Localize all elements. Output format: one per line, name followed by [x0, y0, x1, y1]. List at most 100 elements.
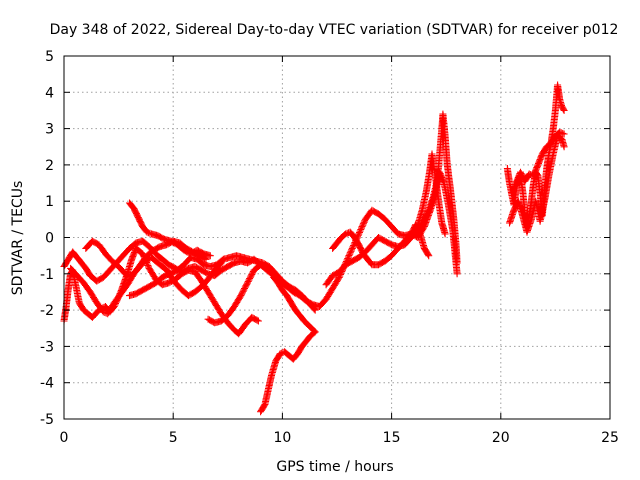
data-point — [444, 135, 446, 137]
series-arc-09 — [322, 110, 461, 289]
data-point — [519, 171, 522, 174]
data-point — [150, 256, 153, 259]
series-arc-10 — [329, 221, 433, 269]
data-point — [233, 262, 236, 264]
data-point — [449, 189, 452, 192]
axis-ticks: 0 5 10 15 20 25 -5 -4 -3 -2 -1 0 1 2 3 4 5 — [40, 49, 619, 446]
data-point — [253, 269, 255, 272]
data-point — [135, 247, 138, 250]
data-point — [274, 360, 277, 362]
data-point — [82, 309, 85, 311]
data-point — [74, 280, 76, 282]
data-point — [128, 247, 131, 250]
data-point — [340, 236, 343, 239]
data-point — [563, 133, 565, 135]
data-point — [528, 173, 531, 175]
series-arc-11 — [414, 150, 449, 238]
data-point — [146, 231, 148, 234]
data-point — [397, 247, 400, 250]
data-point — [434, 174, 437, 177]
data-point — [220, 312, 223, 315]
data-point — [331, 287, 334, 290]
x-tick-label: 5 — [169, 430, 178, 446]
data-point — [104, 305, 107, 308]
data-point — [556, 84, 559, 86]
data-point — [277, 282, 279, 284]
data-point — [547, 174, 550, 177]
data-point — [301, 345, 303, 348]
data-point — [539, 220, 541, 223]
data-point — [344, 233, 347, 235]
data-point — [510, 193, 513, 195]
data-point — [532, 182, 535, 184]
data-point — [296, 352, 299, 355]
data-point — [104, 252, 107, 255]
data-point — [410, 233, 413, 235]
data-point — [521, 189, 524, 192]
data-point — [237, 332, 240, 335]
data-point — [561, 105, 563, 108]
data-point — [91, 316, 94, 319]
chart-title: Day 348 of 2022, Sidereal Day-to-day VTE… — [50, 22, 619, 38]
data-point — [181, 289, 183, 291]
data-point — [288, 354, 290, 357]
data-point — [117, 265, 120, 268]
data-point — [371, 243, 373, 246]
series-arc-08 — [257, 273, 319, 416]
data-point — [174, 282, 177, 284]
data-point — [532, 174, 535, 177]
data-point — [157, 234, 159, 237]
data-point — [183, 263, 186, 266]
series-arc-07 — [204, 261, 265, 327]
data-point — [534, 200, 537, 203]
series-arc-05 — [126, 259, 225, 300]
data-point — [513, 209, 515, 212]
data-point — [299, 314, 301, 317]
data-point — [416, 223, 419, 226]
data-point — [357, 256, 360, 259]
y-tick-label: 5 — [45, 49, 54, 65]
data-point — [285, 294, 288, 297]
data-point — [523, 180, 526, 183]
data-point — [283, 350, 286, 353]
data-point — [67, 258, 70, 261]
data-point — [76, 291, 78, 293]
data-point — [521, 214, 524, 217]
data-point — [235, 254, 238, 257]
data-point — [194, 265, 196, 268]
data-point — [432, 196, 434, 199]
data-point — [384, 260, 386, 262]
data-point — [233, 329, 236, 331]
data-point — [78, 301, 81, 304]
data-point — [325, 283, 327, 286]
data-point — [141, 289, 144, 291]
data-point — [314, 331, 317, 333]
data-point — [207, 278, 210, 281]
y-tick-label: 4 — [45, 85, 54, 101]
data-point — [554, 109, 557, 112]
data-point — [390, 225, 393, 228]
data-point — [366, 258, 369, 261]
data-point — [530, 218, 533, 221]
data-point — [259, 410, 262, 413]
data-point — [161, 276, 164, 279]
data-point — [207, 318, 210, 321]
data-point — [558, 131, 561, 134]
data-point — [301, 294, 303, 297]
data-point — [200, 280, 203, 282]
data-point — [106, 312, 109, 315]
data-point — [194, 291, 196, 293]
data-point — [200, 269, 203, 272]
data-point — [377, 263, 380, 266]
data-point — [167, 282, 170, 284]
data-point — [452, 218, 455, 221]
data-point — [292, 358, 295, 360]
data-point — [154, 252, 157, 255]
data-point — [139, 263, 142, 266]
data-point — [331, 247, 334, 250]
data-point — [69, 272, 72, 275]
data-point — [89, 274, 92, 277]
data-point — [281, 280, 284, 282]
data-point — [267, 389, 270, 391]
data-point — [428, 169, 431, 172]
